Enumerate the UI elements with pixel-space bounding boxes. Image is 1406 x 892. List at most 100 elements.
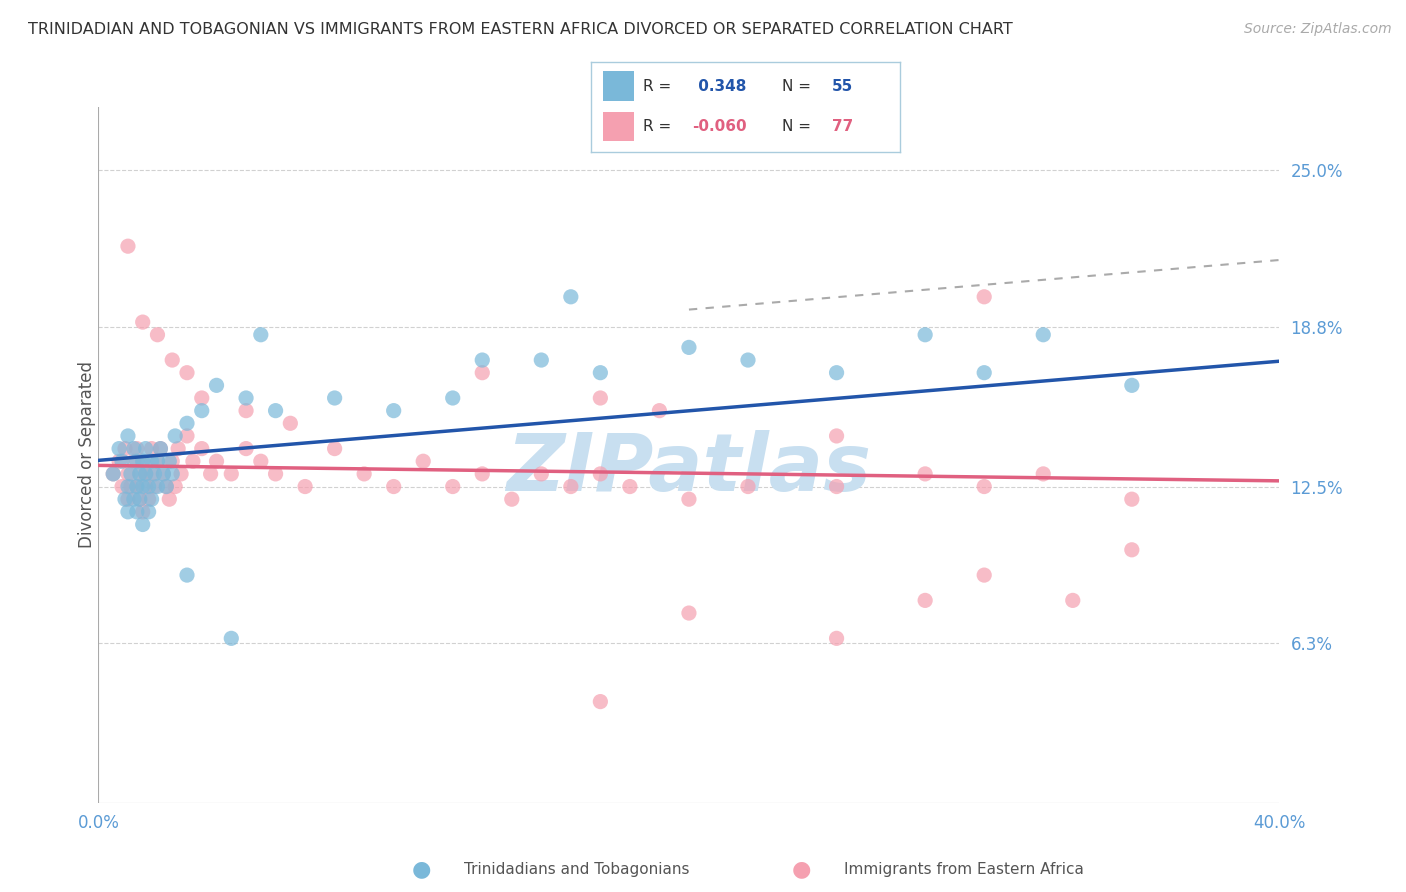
Text: TRINIDADIAN AND TOBAGONIAN VS IMMIGRANTS FROM EASTERN AFRICA DIVORCED OR SEPARAT: TRINIDADIAN AND TOBAGONIAN VS IMMIGRANTS… — [28, 22, 1012, 37]
Point — [323, 442, 346, 456]
Point — [205, 378, 228, 392]
Point — [471, 366, 494, 380]
Point — [678, 340, 700, 354]
Point — [973, 568, 995, 582]
FancyBboxPatch shape — [603, 112, 634, 141]
Text: Source: ZipAtlas.com: Source: ZipAtlas.com — [1244, 22, 1392, 37]
Text: 55: 55 — [832, 79, 853, 94]
Point — [1062, 593, 1084, 607]
Point — [111, 454, 134, 468]
Point — [250, 454, 273, 468]
Point — [737, 353, 759, 368]
Point — [200, 467, 222, 481]
Text: R =: R = — [643, 79, 676, 94]
Text: ZIPatlas: ZIPatlas — [506, 430, 872, 508]
Point — [141, 454, 163, 468]
Point — [117, 239, 139, 253]
Point — [181, 454, 204, 468]
Text: -0.060: -0.060 — [693, 120, 747, 134]
Text: N =: N = — [782, 120, 815, 134]
Point — [176, 568, 198, 582]
Point — [205, 454, 228, 468]
Point — [441, 391, 464, 405]
Point — [120, 479, 142, 493]
Point — [162, 454, 183, 468]
Point — [132, 479, 155, 493]
Point — [825, 366, 848, 380]
Point — [1121, 492, 1143, 507]
Point — [155, 479, 177, 493]
Point — [235, 403, 257, 417]
Point — [235, 391, 257, 405]
Point — [132, 454, 155, 468]
Text: R =: R = — [643, 120, 676, 134]
Point — [973, 290, 995, 304]
Point — [219, 467, 242, 481]
Point — [128, 467, 150, 481]
Point — [157, 454, 180, 468]
Text: ●: ● — [412, 860, 432, 880]
Point — [114, 442, 136, 456]
Point — [117, 479, 139, 493]
Point — [914, 467, 936, 481]
Point — [152, 467, 174, 481]
Text: Trinidadians and Tobagonians: Trinidadians and Tobagonians — [464, 863, 689, 877]
Point — [149, 442, 172, 456]
Point — [1032, 327, 1054, 342]
Point — [589, 366, 612, 380]
Point — [264, 467, 287, 481]
Point — [323, 391, 346, 405]
Point — [125, 454, 148, 468]
Point — [157, 492, 180, 507]
Point — [176, 429, 198, 443]
Point — [589, 467, 612, 481]
Point — [973, 366, 995, 380]
Point — [278, 417, 302, 431]
Text: Immigrants from Eastern Africa: Immigrants from Eastern Africa — [844, 863, 1084, 877]
Point — [108, 442, 131, 456]
Point — [471, 353, 494, 368]
Point — [678, 606, 700, 620]
Point — [382, 479, 405, 493]
Text: 77: 77 — [832, 120, 853, 134]
Point — [135, 467, 157, 481]
Point — [678, 492, 700, 507]
Point — [146, 479, 169, 493]
Point — [165, 479, 187, 493]
Text: ●: ● — [792, 860, 811, 880]
Point — [914, 327, 936, 342]
Point — [117, 429, 139, 443]
Point — [122, 442, 145, 456]
Point — [122, 492, 145, 507]
Point — [589, 695, 612, 709]
Point — [264, 403, 287, 417]
Point — [141, 492, 163, 507]
Point — [135, 442, 157, 456]
Point — [162, 467, 183, 481]
Point — [125, 442, 148, 456]
Point — [132, 505, 155, 519]
Point — [138, 492, 160, 507]
Point — [152, 467, 174, 481]
Point — [125, 479, 148, 493]
Point — [125, 505, 148, 519]
Point — [117, 467, 139, 481]
Point — [973, 479, 995, 493]
Point — [141, 467, 163, 481]
Point — [128, 467, 150, 481]
Point — [191, 391, 214, 405]
Point — [471, 467, 494, 481]
Point — [143, 479, 166, 493]
Point — [103, 467, 125, 481]
Point — [128, 492, 150, 507]
Point — [155, 479, 177, 493]
Point — [143, 467, 166, 481]
Point — [146, 454, 169, 468]
Point — [176, 417, 198, 431]
Point — [132, 454, 155, 468]
Point — [530, 467, 553, 481]
Point — [382, 403, 405, 417]
Point — [162, 353, 183, 368]
Point — [146, 454, 169, 468]
Point — [117, 492, 139, 507]
